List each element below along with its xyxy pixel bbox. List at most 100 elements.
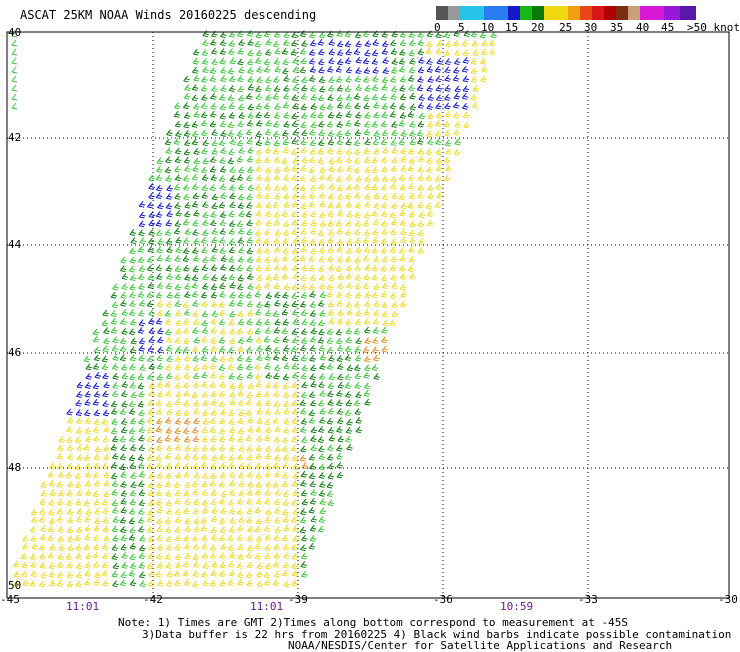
wind-barb bbox=[201, 264, 209, 272]
wind-barb bbox=[200, 517, 208, 524]
wind-barb bbox=[264, 399, 272, 407]
wind-barb bbox=[237, 571, 244, 579]
wind-barb bbox=[120, 426, 128, 434]
wind-barb bbox=[211, 245, 219, 253]
wind-barb bbox=[318, 255, 326, 263]
wind-barb bbox=[103, 534, 111, 542]
wind-barb bbox=[129, 363, 136, 371]
wind-barb bbox=[84, 533, 91, 541]
wind-barb bbox=[166, 579, 173, 587]
wind-barb bbox=[346, 165, 353, 172]
wind-barb bbox=[256, 148, 263, 156]
wind-barb bbox=[246, 300, 254, 308]
wind-barb bbox=[308, 506, 316, 514]
wind-barb bbox=[101, 498, 109, 506]
wind-barb bbox=[309, 535, 317, 542]
wind-barb bbox=[191, 130, 199, 138]
wind-barb bbox=[92, 335, 100, 343]
wind-barb bbox=[364, 40, 372, 48]
wind-barb bbox=[174, 489, 182, 497]
wind-barb bbox=[336, 452, 343, 460]
wind-barb bbox=[364, 291, 372, 299]
wind-barb bbox=[29, 553, 37, 560]
wind-barb bbox=[426, 58, 433, 65]
wind-barb bbox=[308, 283, 316, 291]
wind-barb bbox=[292, 84, 300, 92]
wind-barb bbox=[192, 310, 199, 318]
wind-barb bbox=[111, 344, 119, 352]
wind-barb bbox=[418, 237, 425, 245]
wind-barb bbox=[372, 75, 379, 82]
wind-barb bbox=[155, 192, 163, 199]
wind-barb bbox=[219, 93, 226, 101]
wind-barb bbox=[363, 102, 370, 110]
wind-barb bbox=[238, 66, 245, 74]
wind-barb bbox=[229, 517, 236, 524]
wind-barb bbox=[227, 157, 235, 165]
wind-barb bbox=[66, 561, 74, 569]
lat-label-50: 50 bbox=[8, 579, 22, 592]
wind-barb bbox=[164, 434, 172, 442]
wind-barb bbox=[363, 229, 371, 237]
wind-barb bbox=[380, 237, 388, 245]
wind-barb bbox=[76, 526, 83, 534]
wind-barb bbox=[155, 570, 163, 578]
wind-barb bbox=[283, 283, 291, 291]
wind-barb bbox=[283, 407, 291, 415]
wind-barb bbox=[191, 94, 199, 102]
wind-barb bbox=[263, 65, 271, 73]
wind-barb bbox=[47, 470, 55, 478]
wind-barb bbox=[346, 183, 353, 191]
wind-barb bbox=[165, 219, 172, 227]
wind-barb bbox=[200, 354, 208, 362]
wind-barb bbox=[462, 102, 469, 110]
wind-barb bbox=[174, 427, 181, 435]
wind-barb bbox=[192, 265, 200, 273]
wind-barb bbox=[246, 228, 253, 236]
wind-barb bbox=[309, 128, 316, 136]
wind-barb bbox=[265, 445, 272, 453]
wind-barb bbox=[66, 436, 73, 444]
wind-barb bbox=[282, 146, 290, 154]
wind-barb bbox=[371, 49, 379, 57]
wind-barb bbox=[328, 157, 336, 165]
wind-barb bbox=[175, 236, 182, 244]
wind-barb bbox=[39, 533, 47, 541]
wind-barb bbox=[209, 120, 217, 128]
wind-barb bbox=[166, 408, 173, 416]
wind-barb bbox=[382, 40, 389, 48]
wind-barb bbox=[264, 434, 271, 442]
wind-barb bbox=[210, 398, 218, 406]
wind-barb bbox=[434, 175, 442, 182]
wind-barb bbox=[274, 489, 282, 496]
wind-barb bbox=[218, 139, 226, 146]
wind-barb bbox=[191, 281, 199, 289]
color-swatch-13 bbox=[628, 6, 640, 20]
wind-barb bbox=[184, 436, 191, 443]
wind-barb bbox=[202, 256, 209, 264]
wind-barb bbox=[255, 119, 263, 127]
wind-barb bbox=[129, 373, 136, 381]
wind-barb bbox=[174, 461, 182, 469]
wind-barb bbox=[92, 363, 100, 370]
wind-barb bbox=[380, 93, 388, 101]
wind-barb bbox=[453, 111, 460, 119]
wind-barb bbox=[364, 138, 371, 146]
wind-barb bbox=[317, 336, 325, 344]
wind-barb bbox=[192, 462, 200, 470]
wind-barb bbox=[237, 427, 245, 435]
color-swatch-0 bbox=[436, 6, 448, 20]
wind-barb bbox=[175, 130, 182, 137]
wind-barb bbox=[193, 560, 200, 568]
wind-barb bbox=[434, 201, 442, 209]
note-line-2: 3)Data buffer is 22 hrs from 20160225 4)… bbox=[142, 628, 732, 641]
wind-barb bbox=[273, 112, 281, 119]
wind-barb bbox=[255, 283, 262, 291]
wind-barb bbox=[166, 336, 173, 343]
wind-barb bbox=[399, 84, 406, 92]
map-frame bbox=[6, 31, 730, 599]
wind-barb bbox=[174, 508, 182, 516]
wind-barb bbox=[67, 453, 74, 460]
wind-barb bbox=[310, 219, 318, 227]
wind-barb bbox=[48, 508, 55, 516]
